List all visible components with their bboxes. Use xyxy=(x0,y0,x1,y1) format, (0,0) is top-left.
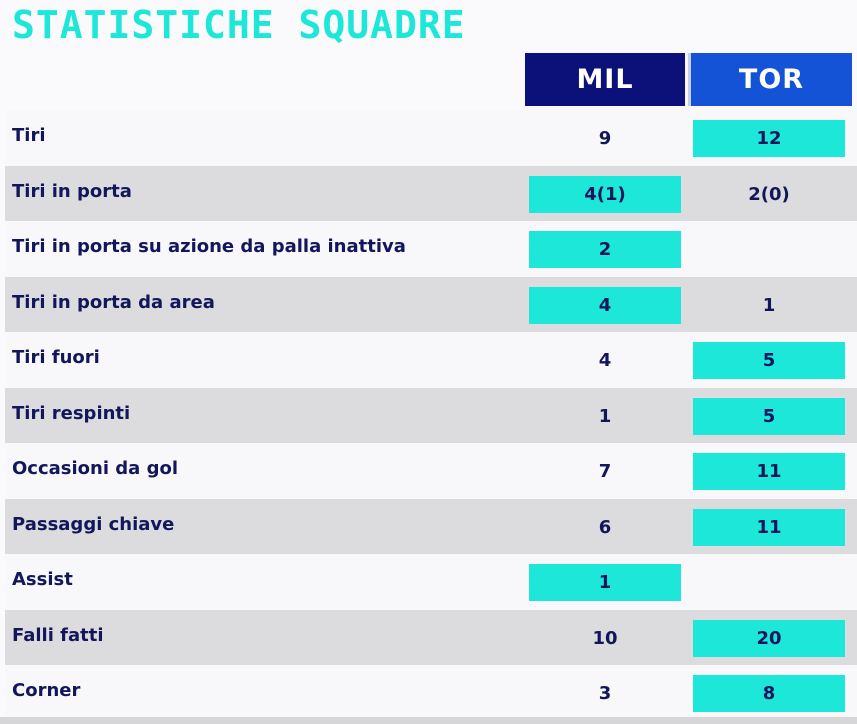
stat-row: Assist 1 xyxy=(5,554,857,610)
stats-table: Tiri 9 12 Tiri in porta 4(1) 2(0) Tiri in port… xyxy=(5,110,857,721)
stat-value-home: 6 xyxy=(598,516,612,538)
stat-value-away: 2(0) xyxy=(748,183,790,205)
stat-row: Tiri in porta su azione da palla inattiv… xyxy=(5,221,857,277)
stat-row: Tiri 9 12 xyxy=(5,110,857,166)
stat-value-home: 4 xyxy=(598,350,612,371)
stat-row: Tiri in porta 4(1) 2(0) xyxy=(5,165,857,221)
stat-value-away: 20 xyxy=(693,619,845,657)
stat-value-home: 3 xyxy=(598,683,612,704)
stat-value-away xyxy=(693,231,845,268)
stat-row: Tiri fuori 4 5 xyxy=(5,332,857,388)
stat-value-away: 5 xyxy=(693,397,845,435)
stat-value-away: 12 xyxy=(693,120,845,157)
stat-row: Passaggi chiave 6 11 xyxy=(5,498,857,554)
team-header-home: MIL xyxy=(525,53,685,106)
stat-value-home: 7 xyxy=(598,461,612,482)
stat-value-home: 2 xyxy=(529,231,681,268)
stat-label: Passaggi chiave xyxy=(12,513,175,535)
stat-value-away: 11 xyxy=(693,453,845,490)
stat-value-home: 1 xyxy=(529,564,681,601)
stat-value-away: 5 xyxy=(693,342,845,379)
stat-value-away: 1 xyxy=(762,294,776,316)
stat-value-away xyxy=(693,564,845,601)
stat-label: Tiri in porta xyxy=(12,180,132,202)
stat-row: Falli fatti 10 20 xyxy=(5,609,857,665)
stat-label: Assist xyxy=(12,569,73,591)
stat-label: Tiri fuori xyxy=(12,347,100,369)
stat-label: Falli fatti xyxy=(12,624,104,646)
stat-label: Tiri respinti xyxy=(12,402,131,424)
stat-label: Occasioni da gol xyxy=(12,458,179,480)
stat-value-away: 8 xyxy=(693,675,845,712)
stat-label: Tiri xyxy=(12,125,46,147)
stat-label: Tiri in porta su azione da palla inattiv… xyxy=(12,236,406,258)
team-header-away: TOR xyxy=(688,53,852,106)
bottom-divider xyxy=(0,717,857,724)
stat-value-home: 10 xyxy=(592,627,618,649)
stat-row: Occasioni da gol 7 11 xyxy=(5,443,857,499)
page-title: STATISTICHE SQUADRE xyxy=(12,3,466,47)
stat-value-home: 9 xyxy=(598,128,612,149)
stat-row: Corner 3 8 xyxy=(5,665,857,721)
stat-value-home: 4 xyxy=(529,286,681,324)
stat-value-home: 1 xyxy=(598,405,612,427)
stat-row: Tiri in porta da area 4 1 xyxy=(5,276,857,332)
stat-label: Corner xyxy=(12,680,81,702)
stat-label: Tiri in porta da area xyxy=(12,291,215,313)
stat-value-away: 11 xyxy=(693,508,845,546)
stat-row: Tiri respinti 1 5 xyxy=(5,387,857,443)
stat-value-home: 4(1) xyxy=(529,175,681,213)
